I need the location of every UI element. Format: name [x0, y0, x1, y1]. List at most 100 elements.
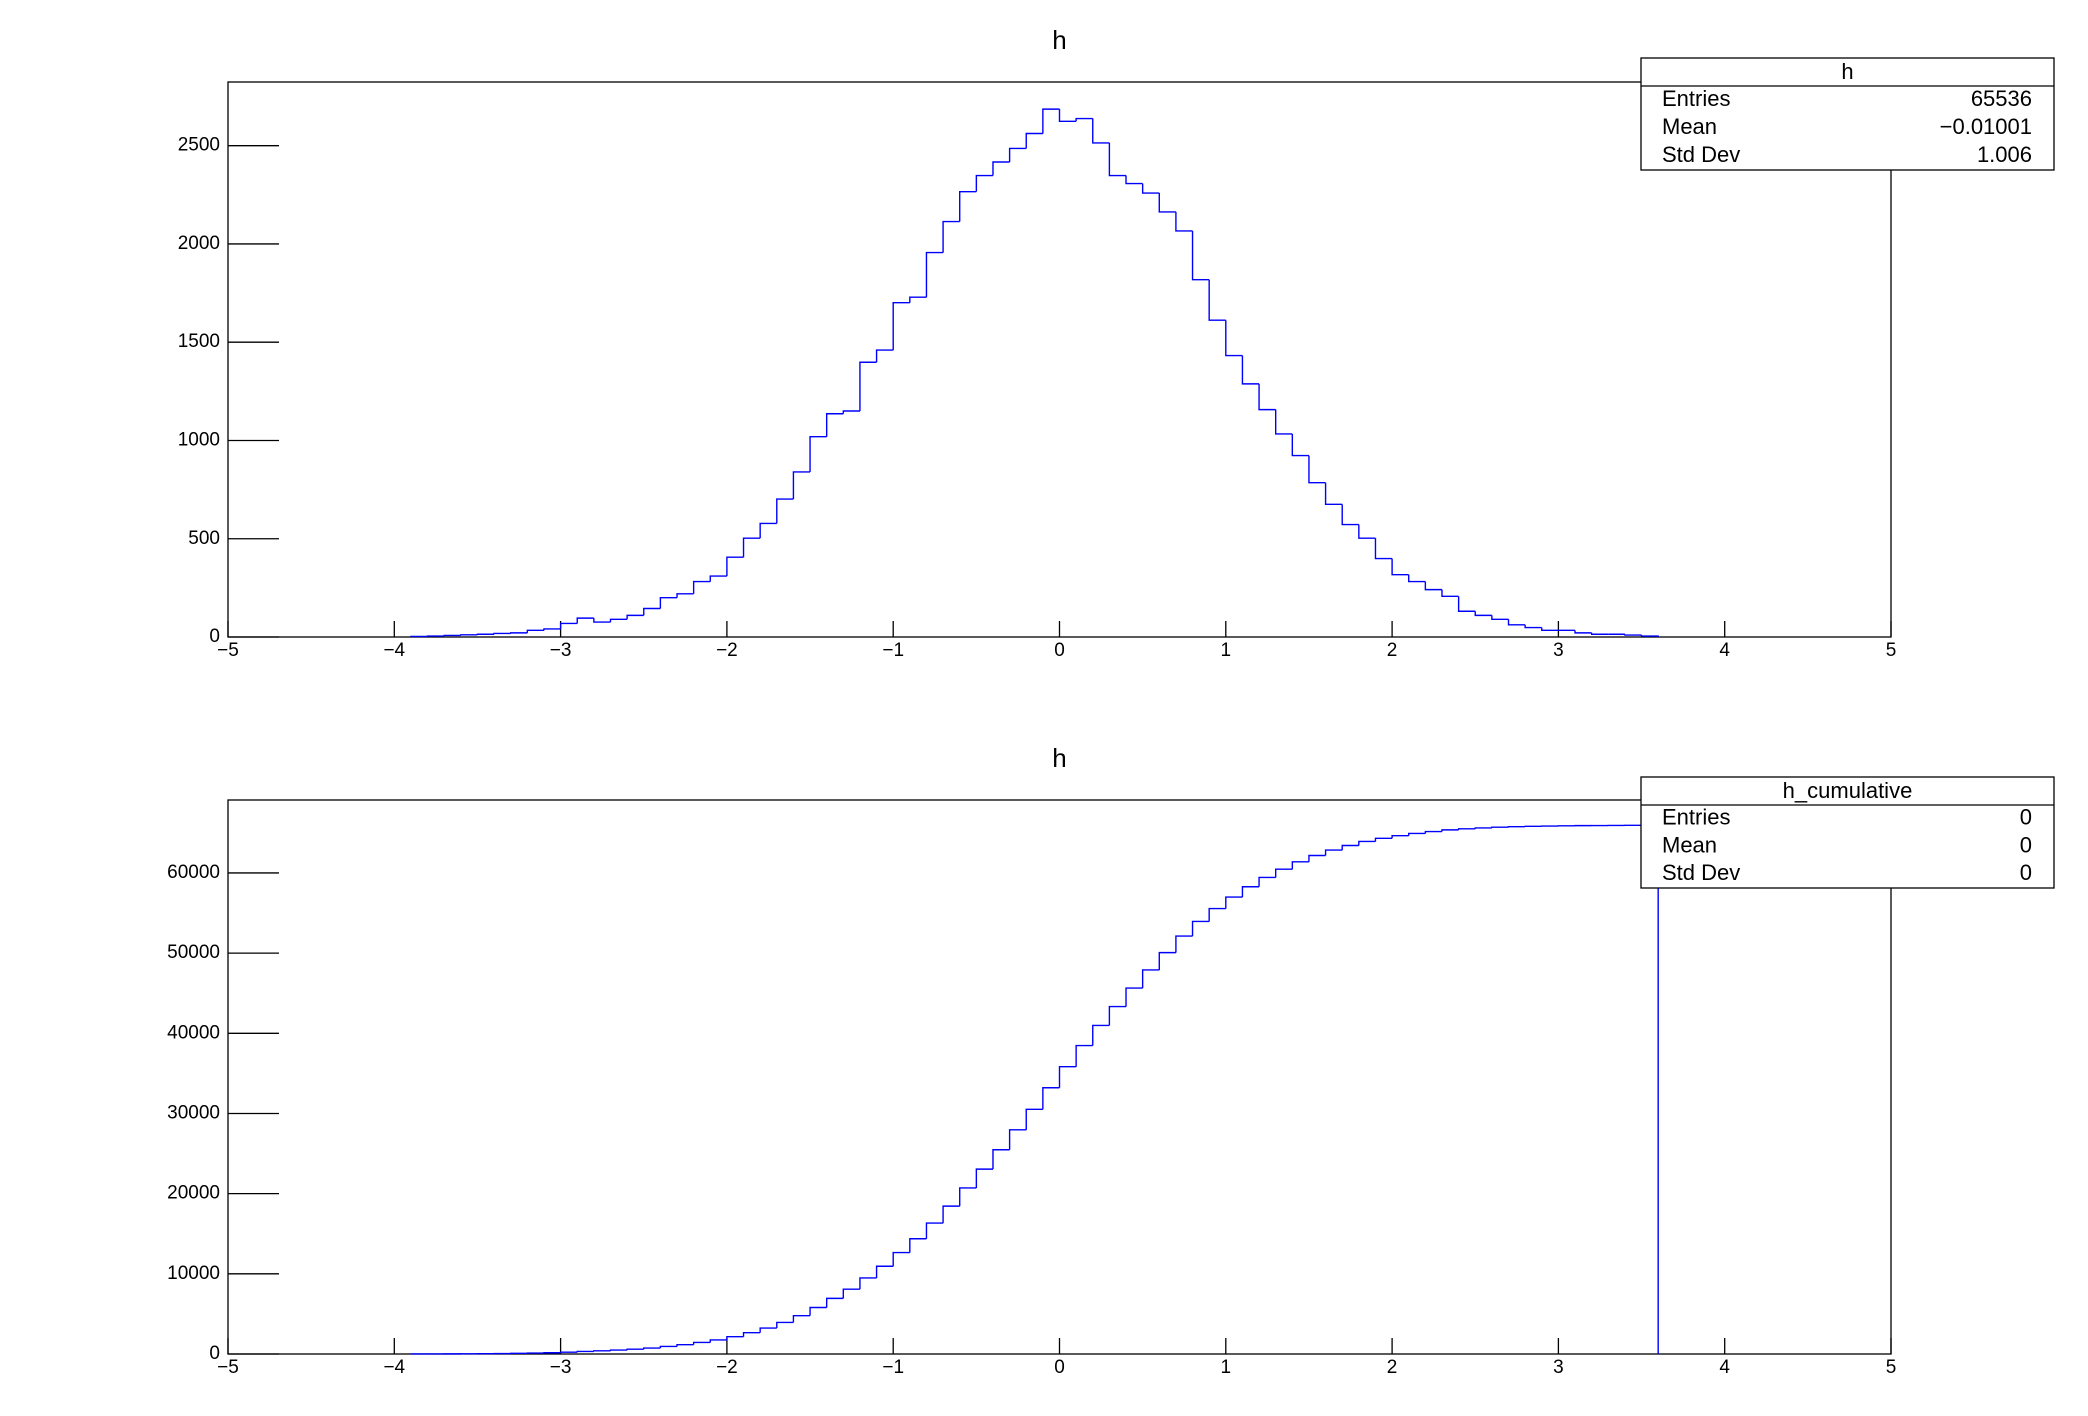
histogram-bin — [975, 174, 993, 192]
y-tick-label: 0 — [209, 626, 220, 647]
histogram-bin — [992, 1149, 1010, 1170]
y-tick-label: 20000 — [167, 1183, 220, 1204]
x-tick-label: −2 — [716, 1357, 738, 1378]
histogram-bin — [1108, 142, 1127, 177]
histogram-bin — [1341, 844, 1359, 851]
histogram-bin — [626, 1348, 644, 1351]
stats-value: −0.01001 — [1940, 114, 2032, 139]
y-tick-label: 2500 — [178, 135, 220, 156]
histogram-bin — [859, 361, 877, 411]
histogram-bin — [1092, 1024, 1110, 1046]
stats-label: Std Dev — [1662, 142, 1740, 167]
histogram-bin — [1474, 827, 1492, 829]
histogram-bin — [959, 190, 977, 222]
stats-label: Mean — [1662, 832, 1717, 857]
stats-box — [1640, 57, 2055, 171]
x-tick-label: −5 — [217, 640, 239, 661]
histogram-bin — [659, 1345, 678, 1349]
histogram-bin — [609, 1349, 628, 1351]
histogram-bin — [1225, 320, 1243, 357]
y-tick-label: 10000 — [167, 1263, 220, 1284]
histogram-bin — [1574, 630, 1592, 634]
y-tick-label: 60000 — [167, 862, 220, 883]
histogram-bin — [692, 1341, 711, 1345]
histogram-bin — [676, 593, 694, 598]
x-tick-label: 4 — [1719, 640, 1730, 661]
histogram-bin — [1408, 574, 1426, 583]
histogram-bin — [1274, 409, 1293, 435]
histogram-bin — [742, 1331, 761, 1337]
x-tick-label: 1 — [1221, 640, 1232, 661]
histogram-bin — [476, 633, 495, 635]
x-tick-label: −2 — [716, 640, 738, 661]
histogram-bin — [443, 634, 461, 637]
stats-label: Entries — [1662, 805, 1730, 830]
histogram-bin — [593, 1350, 611, 1352]
histogram-bin — [1058, 109, 1077, 123]
histogram-bin — [460, 634, 478, 636]
histogram-bin — [792, 471, 811, 500]
histogram-bin — [809, 1306, 827, 1316]
histogram-bin — [1374, 538, 1393, 560]
histogram-bin — [992, 161, 1010, 176]
histogram-bin — [925, 251, 944, 298]
stats-name: h — [1841, 59, 1853, 84]
histogram-bin — [1241, 355, 1260, 385]
histogram-bin — [1491, 826, 1509, 828]
y-tick-label: 2000 — [178, 233, 220, 254]
histogram-bin — [909, 1238, 927, 1253]
histogram-bin — [1141, 969, 1160, 989]
histogram-bin — [1025, 132, 1043, 149]
histogram-bin — [742, 537, 761, 558]
stats-value: 1.006 — [1977, 142, 2032, 167]
histogram-bin — [892, 1251, 910, 1267]
histogram-bin — [925, 1222, 944, 1239]
x-tick-label: −5 — [217, 1357, 239, 1378]
histogram-bin — [1175, 935, 1193, 953]
x-tick-label: 5 — [1886, 1357, 1897, 1378]
histogram-bin — [1274, 868, 1293, 878]
histogram-bin — [510, 632, 528, 634]
y-tick-label: 50000 — [167, 942, 220, 963]
histogram-bin — [643, 607, 661, 616]
x-tick-label: −3 — [550, 640, 572, 661]
histogram-bin — [1424, 581, 1442, 591]
histogram-bin — [1640, 824, 1659, 1354]
stats-value: 0 — [2020, 832, 2032, 857]
histogram-bin — [543, 628, 561, 631]
histogram-bin — [825, 413, 844, 437]
x-tick-label: 2 — [1387, 1357, 1398, 1378]
histogram-bin — [1125, 175, 1143, 185]
histogram-bin — [1191, 230, 1210, 281]
histogram-bin — [1308, 854, 1326, 862]
histogram-bin — [1474, 611, 1492, 617]
histogram-bin — [1541, 627, 1559, 632]
histogram-bin — [942, 220, 960, 253]
histogram-bin — [1092, 118, 1110, 144]
y-tick-label: 0 — [209, 1343, 220, 1364]
histogram-bin — [1308, 455, 1326, 484]
histogram-bin — [1158, 193, 1176, 213]
histogram-bin — [1391, 835, 1409, 839]
y-tick-label: 1500 — [178, 331, 220, 352]
histogram-bin — [909, 296, 927, 303]
histogram-bin — [1640, 635, 1659, 637]
histogram-bin — [1491, 615, 1509, 621]
histogram-bin — [643, 1347, 661, 1350]
histogram-bin — [1457, 596, 1476, 612]
histogram-bin — [776, 498, 794, 524]
histogram-bin — [759, 1327, 777, 1333]
histogram-bin — [1291, 433, 1309, 457]
histogram-bin — [1590, 632, 1609, 635]
x-tick-label: −1 — [882, 1357, 904, 1378]
x-tick-label: 1 — [1221, 1357, 1232, 1378]
histogram-bin — [1191, 920, 1210, 937]
histogram-bin — [1208, 279, 1226, 321]
stats-value: 0 — [2020, 805, 2032, 830]
histogram-bin — [959, 1187, 977, 1207]
histogram-bin — [1108, 1005, 1127, 1026]
histogram-bin — [1175, 211, 1193, 232]
x-tick-label: 4 — [1719, 1357, 1730, 1378]
